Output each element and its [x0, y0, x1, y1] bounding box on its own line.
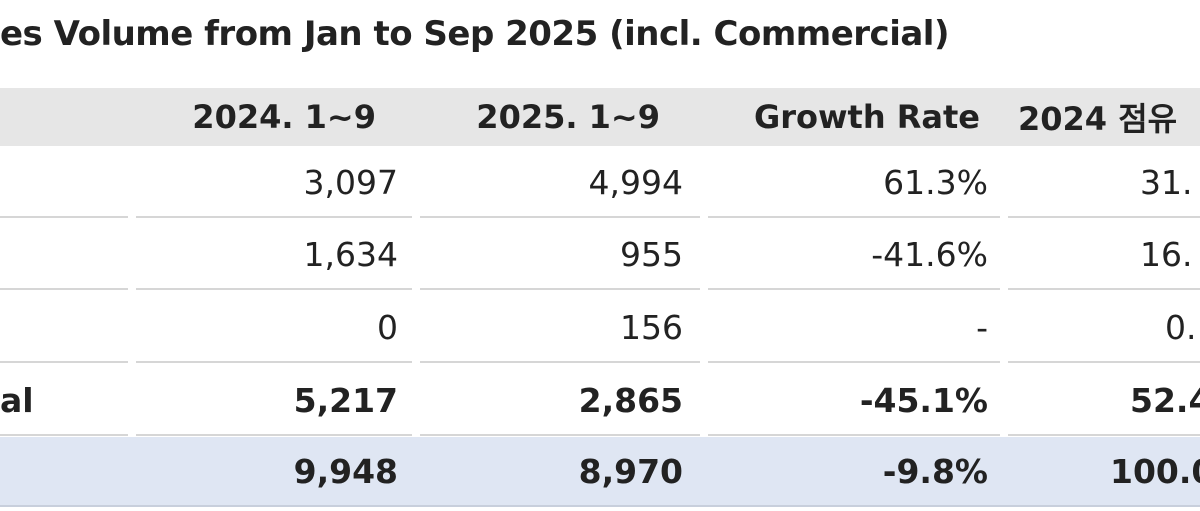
value-cell: 2,865: [578, 380, 683, 420]
row-divider: [1008, 361, 1200, 363]
value-cell: 9,948: [293, 451, 398, 491]
table-row: 1,634 955 -41.6% 16.: [0, 218, 1200, 290]
row-divider: [708, 216, 1000, 218]
value-cell: 955: [620, 234, 683, 274]
title: es Volume from Jan to Sep 2025 (incl. Co…: [0, 14, 949, 54]
table-bottom-border: [0, 505, 1200, 507]
header-cell: 2024. 1~9: [192, 98, 376, 136]
total-row: 9,948 8,970 -9.8% 100.0: [0, 437, 1200, 505]
row-divider: [136, 434, 412, 436]
value-cell: 8,970: [578, 451, 683, 491]
value-cell: 4,994: [588, 162, 683, 202]
row-divider: [420, 216, 700, 218]
value-cell: 100.0: [1110, 451, 1200, 491]
row-divider: [0, 434, 128, 436]
value-cell: 52.4: [1130, 380, 1200, 420]
header-cell: 2024 점유: [1018, 100, 1178, 138]
row-divider: [420, 361, 700, 363]
value-cell: 156: [620, 307, 683, 347]
table-row: al 5,217 2,865 -45.1% 52.4: [0, 364, 1200, 436]
row-divider: [420, 288, 700, 290]
row-divider: [1008, 434, 1200, 436]
row-divider: [136, 361, 412, 363]
row-divider: [708, 361, 1000, 363]
header-cell: Growth Rate: [753, 98, 980, 136]
row-divider: [0, 216, 128, 218]
header-cell: 2025. 1~9: [476, 98, 660, 136]
value-cell: 0.: [1165, 307, 1197, 347]
value-cell: 3,097: [303, 162, 398, 202]
row-divider: [708, 434, 1000, 436]
value-cell: -: [976, 307, 988, 347]
header-row: 2024. 1~9 2025. 1~9 Growth Rate 2024 점유: [0, 88, 1200, 146]
row-label: al: [0, 380, 34, 420]
value-cell: 0: [377, 307, 398, 347]
value-cell: 5,217: [293, 380, 398, 420]
value-cell: 61.3%: [883, 162, 988, 202]
row-divider: [0, 361, 128, 363]
row-divider: [420, 434, 700, 436]
value-cell: 16.: [1140, 234, 1193, 274]
row-divider: [1008, 216, 1200, 218]
value-cell: -9.8%: [882, 451, 988, 491]
value-cell: 31.: [1140, 162, 1193, 202]
value-cell: -41.6%: [871, 234, 988, 274]
row-divider: [136, 288, 412, 290]
value-cell: -45.1%: [859, 380, 988, 420]
row-divider: [1008, 288, 1200, 290]
row-divider: [136, 216, 412, 218]
table-row: 0 156 - 0.: [0, 291, 1200, 363]
row-divider: [0, 288, 128, 290]
table-row: 3,097 4,994 61.3% 31.: [0, 146, 1200, 218]
row-divider: [708, 288, 1000, 290]
value-cell: 1,634: [303, 234, 398, 274]
